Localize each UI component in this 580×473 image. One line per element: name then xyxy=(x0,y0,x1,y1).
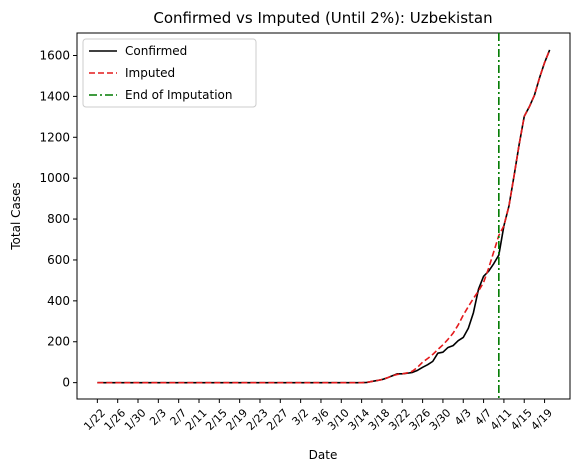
chart-title: Confirmed vs Imputed (Until 2%): Uzbekis… xyxy=(153,9,492,27)
x-tick-label: 3/10 xyxy=(325,406,352,433)
x-tick-label: 4/15 xyxy=(508,406,535,433)
y-tick-label: 1400 xyxy=(39,89,70,103)
y-axis-label: Total Cases xyxy=(9,182,23,250)
x-tick-label: 1/30 xyxy=(122,406,149,433)
x-tick-label: 1/22 xyxy=(81,406,108,433)
x-tick-label: 1/26 xyxy=(102,406,129,433)
x-tick-label: 3/22 xyxy=(386,406,413,433)
x-tick-label: 2/27 xyxy=(264,406,291,433)
x-tick-label: 3/26 xyxy=(407,406,434,433)
y-tick-label: 1200 xyxy=(39,130,70,144)
x-tick-label: 2/11 xyxy=(183,406,210,433)
x-axis: 1/221/261/302/32/72/112/152/192/232/273/… xyxy=(81,399,555,433)
x-tick-label: 2/15 xyxy=(203,406,230,433)
y-tick-label: 1000 xyxy=(39,171,70,185)
x-tick-label: 4/3 xyxy=(452,406,474,428)
x-tick-label: 4/11 xyxy=(488,406,515,433)
legend-label: End of Imputation xyxy=(125,88,233,102)
legend: Confirmed Imputed End of Imputation xyxy=(83,39,256,107)
y-tick-label: 400 xyxy=(47,294,70,308)
x-tick-label: 3/18 xyxy=(366,406,393,433)
x-tick-label: 3/14 xyxy=(346,406,373,433)
x-tick-label: 2/23 xyxy=(244,406,271,433)
y-tick-label: 600 xyxy=(47,253,70,267)
y-tick-label: 1600 xyxy=(39,48,70,62)
x-tick-label: 3/30 xyxy=(427,406,454,433)
legend-label: Confirmed xyxy=(125,44,187,58)
x-tick-label: 2/19 xyxy=(224,406,251,433)
y-tick-label: 200 xyxy=(47,335,70,349)
y-tick-label: 800 xyxy=(47,212,70,226)
x-tick-label: 4/19 xyxy=(528,406,555,433)
x-tick-label: 2/3 xyxy=(147,406,169,428)
y-axis: 0 200 400 600 800 1000 1200 1400 1600 xyxy=(39,48,77,389)
x-axis-label: Date xyxy=(309,448,338,462)
legend-label: Imputed xyxy=(125,66,175,80)
y-tick-label: 0 xyxy=(62,376,70,390)
x-tick-label: 3/2 xyxy=(289,406,311,428)
